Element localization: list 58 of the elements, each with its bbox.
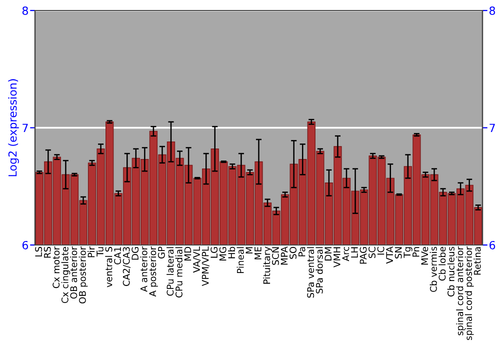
x-tick-label: Tu (96, 247, 104, 256)
x-tick-label: IC (377, 246, 384, 255)
x-tick-label: Hb (228, 246, 236, 258)
x-tick-label: SO (290, 246, 297, 259)
x-tick-label: VTA (386, 246, 393, 264)
x-tick-label: SPa ventral (306, 247, 314, 298)
x-tick-label: SCN (272, 247, 279, 265)
y-tick-label: 8 (22, 6, 28, 15)
x-tick-label: Pa (298, 247, 306, 256)
x-tick-label: Cb lobe (438, 246, 446, 281)
x-tick-label: DM (324, 247, 332, 260)
x-tick-label: MPA (280, 246, 288, 265)
x-tick-label: Arc (342, 246, 350, 262)
x-tick-label: LH (351, 247, 358, 258)
y-tick-label: 7 (22, 124, 28, 132)
x-tick-label: OB posterior (78, 246, 88, 304)
x-tick-label: GP (158, 246, 165, 259)
x-tick-label: Cx cingulate (61, 246, 70, 304)
x-tick-label: CPu lateral (166, 247, 174, 296)
x-tick-label: MVe (421, 246, 428, 265)
x-tick-label: Tg (404, 247, 412, 258)
x-tick-label: LG (210, 247, 218, 258)
x-tick-label: VMH (334, 247, 340, 268)
x-tick-label: ventral S (105, 246, 112, 288)
y2-tick-label: 7 (490, 124, 495, 132)
x-tick-label: LS (35, 246, 42, 256)
x-tick-label: Pituitary (263, 246, 272, 284)
y2-tick-label: 6 (490, 240, 496, 250)
x-tick-label: Pir (88, 246, 95, 258)
x-tick-label: SC (368, 246, 376, 258)
x-tick-label: PAG (360, 247, 367, 264)
x-tick-label: CA2/CA3 (122, 247, 131, 286)
y-axis-title: Log2 (expression) (8, 79, 19, 176)
x-tick-label: A posterior (149, 246, 158, 297)
x-tick-label: Pineal (236, 247, 244, 273)
x-tick-label: SPa dorsal (316, 247, 323, 294)
x-tick-label: Retina (474, 247, 481, 275)
x-tick-label: OB anterior (70, 246, 78, 299)
x-tick-label: spinal cord posterior (464, 246, 474, 340)
x-tick-label: Cb vermis (430, 246, 437, 292)
x-tick-label: M (246, 247, 253, 254)
y2-tick-label: 8 (490, 6, 496, 15)
x-tick-label: Pn (412, 247, 420, 257)
x-tick-label: A anterior (140, 246, 148, 292)
x-tick-label: ME (254, 246, 262, 260)
y-tick-label: 6 (22, 240, 28, 250)
x-tick-label: CA1 (114, 247, 122, 264)
x-tick-label: CPu medial (175, 247, 182, 298)
x-tick-label: RS (44, 246, 51, 258)
x-tick-label: SN (394, 247, 402, 258)
x-tick-label: Cb nucleus (447, 246, 454, 296)
x-tick-label: MD (184, 246, 192, 260)
x-tick-label: VA/VL (193, 246, 201, 273)
x-tick-label: spinal cord anterior (456, 246, 465, 336)
x-tick-label: MG (219, 247, 226, 260)
x-tick-label: VPM/VPL (202, 246, 210, 286)
x-tick-label: Cx motor (52, 246, 60, 288)
x-tick-label: DG (132, 247, 139, 260)
